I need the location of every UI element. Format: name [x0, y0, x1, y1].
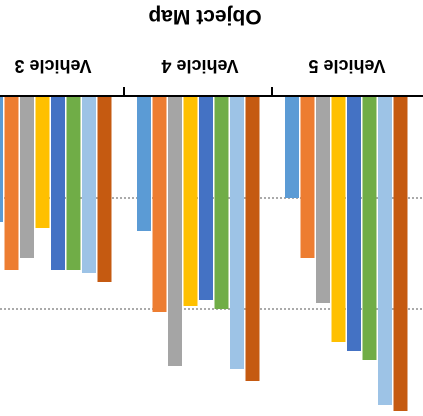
bar-vehicle-3-s6 — [66, 96, 81, 270]
top-axis — [0, 87, 423, 97]
bar-vehicle-3-s7 — [82, 96, 96, 273]
bar-vehicle-3-s5 — [51, 96, 65, 270]
bar-vehicle-3-s2 — [4, 96, 19, 270]
bar-vehicle-4-s1 — [137, 96, 151, 231]
bar-vehicle-4-s5 — [199, 96, 213, 300]
bar-vehicle-4-s7 — [230, 96, 244, 369]
category-label-vehicle-3: Vehicle 3 — [14, 56, 91, 76]
bar-vehicle-5-s4 — [331, 96, 346, 342]
bar-vehicle-5-s6 — [362, 96, 377, 360]
bar-vehicle-5-s7 — [378, 96, 392, 405]
bar-vehicle-5-s3 — [316, 96, 330, 303]
bar-vehicle-3-s3 — [20, 96, 34, 258]
bar-vehicle-5-s2 — [300, 96, 315, 258]
category-labels: Vehicle 3 Vehicle 4 Vehicle 5 — [14, 56, 385, 76]
bar-vehicle-3-s4 — [35, 96, 50, 228]
bar-vehicle-3-s8 — [97, 96, 112, 282]
bar-vehicle-4-s8 — [245, 96, 260, 381]
bar-vehicle-4-s4 — [183, 96, 198, 306]
chart-title: Object Map — [148, 5, 261, 28]
bar-vehicle-5-s1 — [285, 96, 299, 198]
bar-vehicle-4-s6 — [214, 96, 229, 309]
bar-vehicle-5-s8 — [393, 96, 408, 411]
bar-vehicle-4-s2 — [152, 96, 167, 312]
bars — [0, 96, 408, 411]
category-label-vehicle-4: Vehicle 4 — [161, 56, 238, 76]
bar-vehicle-4-s3 — [168, 96, 182, 366]
bar-vehicle-3-s1 — [0, 96, 3, 222]
bar-vehicle-5-s5 — [347, 96, 361, 351]
category-label-vehicle-5: Vehicle 5 — [308, 56, 385, 76]
